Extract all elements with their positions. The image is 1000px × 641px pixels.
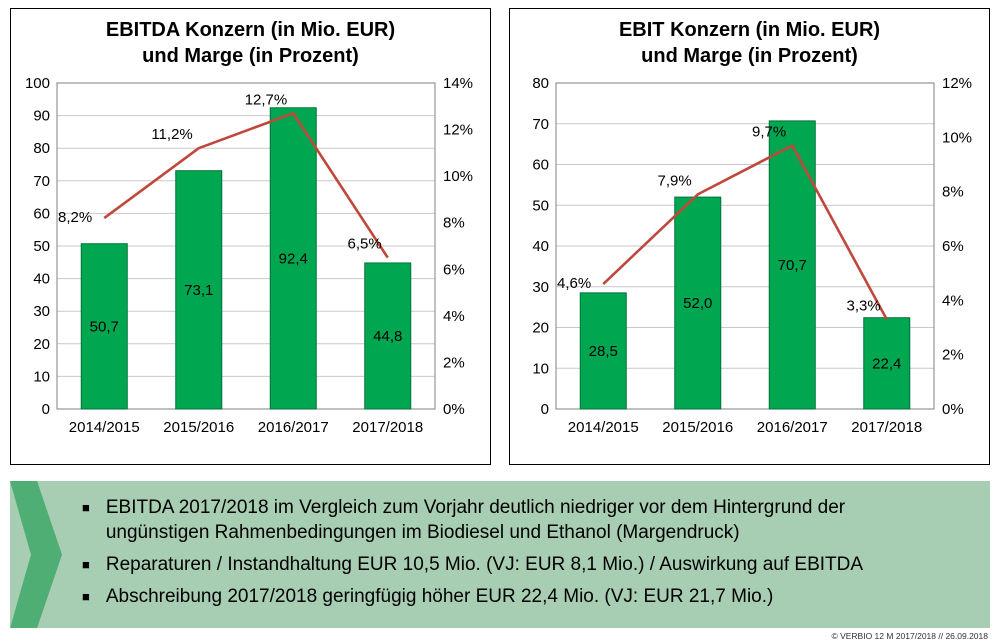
chevron-right-icon [10,481,62,629]
bullet-text: Abschreibung 2017/2018 geringfügig höher… [105,586,774,608]
bullet-square-icon: ■ [82,589,90,605]
copyright-note: © VERBIO 12 M 2017/2018 // 26.09.2018 [831,631,988,641]
ebit-chart-title: EBIT Konzern (in Mio. EUR) und Marge (in… [510,9,989,69]
left-axis-tick: 20 [33,336,50,353]
bullet-item: ■ Reparaturen / Instandhaltung EUR 10,5 … [82,552,964,577]
left-axis-tick: 0 [42,401,50,418]
category-label: 2016/2017 [258,419,329,436]
right-axis-tick: 10% [443,168,473,185]
highlights-box: ■ EBITDA 2017/2018 im Vergleich zum Vorj… [10,481,990,629]
right-axis-tick: 6% [443,261,465,278]
chart-title-line1: EBITDA Konzern (in Mio. EUR) [105,19,396,41]
margin-value-label: 4,6% [557,275,591,292]
bullet-square-icon: ■ [82,557,90,573]
highlights-list: ■ EBITDA 2017/2018 im Vergleich zum Vorj… [82,495,964,609]
category-label: 2014/2015 [568,419,639,436]
bar [175,170,223,410]
left-axis-tick: 70 [33,173,50,190]
chart-title-line2: und Marge (in Prozent) [142,45,359,67]
bullet-item: ■ EBITDA 2017/2018 im Vergleich zum Vorj… [82,495,964,545]
bar-value-label: 52,0 [683,295,712,312]
category-label: 2017/2018 [851,419,922,436]
bar-value-label: 44,8 [373,328,402,345]
margin-value-label: 3,3% [847,297,881,314]
left-axis-tick: 50 [33,238,50,255]
margin-line [602,144,888,320]
right-axis-tick: 4% [443,308,465,325]
ebit-combo-chart: 0 10 20 30 40 50 60 70 80 0% 2% 4% 6% 8% 10% 12% 2014/20… [532,75,972,436]
left-axis-tick: 60 [532,157,549,174]
left-axis-tick: 80 [33,140,50,157]
bar [863,317,911,410]
left-axis-tick: 10 [532,360,549,377]
left-axis-tick: 20 [532,320,549,337]
left-axis-tick: 90 [33,108,50,125]
left-axis-tick: 30 [532,279,549,296]
category-label: 2016/2017 [757,419,828,436]
right-axis-tick: 14% [443,75,473,92]
bullet-text: EBITDA 2017/2018 im Vergleich zum Vorjah… [105,497,846,544]
bullet-item: ■ Abschreibung 2017/2018 geringfügig höh… [82,584,964,609]
left-axis-tick: 100 [25,75,50,92]
right-axis-tick: 0% [443,401,465,418]
bar [674,196,722,410]
left-axis-tick: 80 [532,75,549,92]
bar [579,292,627,410]
left-axis-tick: 50 [532,197,549,214]
margin-line [103,111,389,259]
chart-title-line2: und Marge (in Prozent) [641,45,858,67]
bar [768,120,816,410]
bar-value-label: 73,1 [184,282,213,299]
ebitda-chart-title: EBITDA Konzern (in Mio. EUR) und Marge (… [11,9,490,69]
right-axis-tick: 2% [443,354,465,371]
bar [80,243,128,410]
margin-value-label: 11,2% [151,126,192,143]
margin-value-label: 7,9% [658,172,692,189]
ebitda-combo-chart: 0 10 20 30 40 50 60 70 80 90 100 0% 2% 4% 6% 8% 10% 12% 14… [25,75,473,436]
left-axis-tick: 40 [532,238,549,255]
margin-value-label: 8,2% [58,209,92,226]
right-axis-tick: 0% [942,401,964,418]
right-axis-tick: 12% [443,122,473,139]
bar-value-label: 50,7 [90,318,119,335]
chart-title-line1: EBIT Konzern (in Mio. EUR) [618,19,881,41]
category-label: 2015/2016 [163,419,234,436]
left-axis-tick: 10 [33,368,50,385]
right-axis-tick: 2% [942,347,964,364]
bar [269,107,317,410]
right-axis-tick: 6% [942,238,964,255]
right-axis-tick: 12% [942,75,972,92]
right-axis-tick: 10% [942,129,972,146]
ebitda-chart-card: EBITDA Konzern (in Mio. EUR) und Marge (… [10,8,491,465]
bullet-text: Reparaturen / Instandhaltung EUR 10,5 Mi… [105,554,864,576]
category-label: 2014/2015 [69,419,140,436]
bullet-square-icon: ■ [82,500,90,515]
left-axis-tick: 70 [532,116,549,133]
left-axis-tick: 60 [33,205,50,222]
margin-value-label: 9,7% [752,123,786,140]
right-axis-tick: 8% [942,184,964,201]
category-label: 2015/2016 [662,419,733,436]
bar-value-label: 28,5 [589,343,618,360]
margin-value-label: 12,7% [245,91,288,108]
charts-row: EBITDA Konzern (in Mio. EUR) und Marge (… [10,8,990,465]
ebit-chart-card: EBIT Konzern (in Mio. EUR) und Marge (in… [509,8,990,465]
left-axis-tick: 0 [541,401,549,418]
chevron-shape [10,481,62,629]
right-axis-tick: 8% [443,215,465,232]
right-axis-tick: 4% [942,292,964,309]
left-axis-tick: 40 [33,271,50,288]
left-axis-tick: 30 [33,303,50,320]
bar-value-label: 70,7 [778,257,807,274]
category-label: 2017/2018 [352,419,423,436]
bar-value-label: 92,4 [279,250,308,267]
bar-value-label: 22,4 [872,355,901,372]
margin-value-label: 6,5% [348,236,382,253]
bar [364,262,412,410]
